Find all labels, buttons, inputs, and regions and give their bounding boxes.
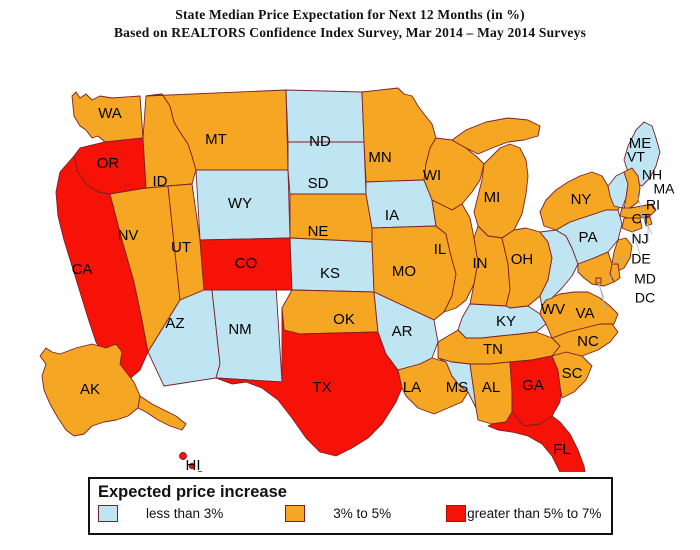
state-label-GA: GA xyxy=(522,377,544,394)
state-label-WY: WY xyxy=(228,195,252,212)
state-MI-up[interactable] xyxy=(451,117,541,155)
state-label-NH: NH xyxy=(642,167,662,183)
state-label-IN: IN xyxy=(473,255,488,272)
legend-label-high: greater than 5% to 7% xyxy=(467,506,602,522)
legend-item-low[interactable]: less than 3% xyxy=(98,505,224,523)
legend-swatch-low-icon xyxy=(98,505,118,523)
state-label-SD: SD xyxy=(308,175,329,192)
state-label-AL: AL xyxy=(482,379,500,396)
state-label-MT: MT xyxy=(205,131,227,148)
state-HI-island-3[interactable] xyxy=(196,470,203,472)
state-MI[interactable] xyxy=(473,143,529,239)
state-label-WA: WA xyxy=(98,105,122,122)
state-AK-tail[interactable] xyxy=(137,395,187,431)
state-label-OH: OH xyxy=(511,251,534,268)
state-CT[interactable] xyxy=(621,217,643,233)
state-label-ID: ID xyxy=(153,173,168,190)
state-FL[interactable] xyxy=(487,411,586,472)
state-label-SC: SC xyxy=(562,365,583,382)
legend-item-high[interactable]: greater than 5% to 7% xyxy=(446,505,602,523)
page-title: State Median Price Expectation for Next … xyxy=(175,7,525,22)
state-NH[interactable] xyxy=(623,167,641,209)
legend-label-low: less than 3% xyxy=(146,506,224,522)
state-LA[interactable] xyxy=(397,357,469,415)
state-MA[interactable] xyxy=(619,203,657,219)
state-label-NV: NV xyxy=(118,227,139,244)
leader-line-VT xyxy=(622,201,631,213)
leader-line-MA xyxy=(639,211,653,235)
state-label-WV: WV xyxy=(541,301,565,318)
state-label-WI: WI xyxy=(423,167,441,184)
state-OK[interactable] xyxy=(281,289,379,335)
state-MD[interactable] xyxy=(577,251,615,287)
state-label-TN: TN xyxy=(483,341,503,358)
leader-line-DE xyxy=(605,273,617,281)
state-label-ND: ND xyxy=(309,133,331,150)
leader-line-DC xyxy=(598,282,607,313)
legend-item-mid[interactable]: 3% to 5% xyxy=(285,505,392,523)
state-NE[interactable] xyxy=(289,193,373,243)
state-label-DC: DC xyxy=(635,290,655,306)
legend-heading: Expected price increase xyxy=(98,483,287,501)
state-label-AZ: AZ xyxy=(165,315,184,332)
state-label-NJ: NJ xyxy=(631,231,648,247)
state-label-CT: CT xyxy=(632,211,651,227)
state-CO[interactable] xyxy=(199,237,293,291)
legend-swatch-mid-icon xyxy=(285,505,306,523)
page-subtitle: Based on REALTORS Confidence Index Surve… xyxy=(113,25,587,41)
state-VA[interactable] xyxy=(539,291,619,339)
state-label-MS: MS xyxy=(446,379,469,396)
state-label-NE: NE xyxy=(308,223,329,240)
state-label-CO: CO xyxy=(235,255,258,272)
leader-line-NH xyxy=(635,191,647,223)
state-label-IA: IA xyxy=(385,207,399,224)
state-MS[interactable] xyxy=(437,357,477,409)
state-label-FL: FL xyxy=(553,441,571,458)
state-label-NM: NM xyxy=(228,321,251,338)
state-label-RI: RI xyxy=(646,197,660,213)
state-label-DE: DE xyxy=(631,251,650,267)
state-IA[interactable] xyxy=(365,179,437,229)
state-HI-island-2[interactable] xyxy=(188,462,196,470)
state-GA[interactable] xyxy=(509,355,563,427)
leader-line-NJ xyxy=(611,255,627,265)
state-AK[interactable] xyxy=(39,343,141,437)
legend-label-mid: 3% to 5% xyxy=(333,506,392,522)
state-label-TX: TX xyxy=(312,379,331,396)
state-NJ[interactable] xyxy=(611,237,633,273)
state-label-KS: KS xyxy=(320,265,340,282)
state-label-CA: CA xyxy=(72,261,93,278)
state-label-NC: NC xyxy=(577,333,599,350)
state-label-HI: HI xyxy=(186,457,201,472)
state-label-VT: VT xyxy=(627,149,645,165)
leader-line-CT xyxy=(631,229,641,255)
state-IL[interactable] xyxy=(431,199,479,313)
state-label-AK: AK xyxy=(80,381,100,398)
state-label-MA: MA xyxy=(654,181,676,197)
state-label-KY: KY xyxy=(496,313,516,330)
state-label-IL: IL xyxy=(434,241,447,258)
state-label-MN: MN xyxy=(368,149,391,166)
legend: Expected price increase less than 3% 3% … xyxy=(88,477,613,535)
state-WA[interactable] xyxy=(71,91,144,143)
state-label-OR: OR xyxy=(97,155,120,172)
state-label-NY: NY xyxy=(571,191,592,208)
state-MT[interactable] xyxy=(145,89,289,171)
legend-swatch-high-icon xyxy=(446,505,467,523)
legend-items-row: less than 3% 3% to 5% greater than 5% to… xyxy=(98,505,611,523)
state-label-AR: AR xyxy=(392,323,413,340)
state-label-PA: PA xyxy=(579,229,598,246)
state-label-ME: ME xyxy=(629,135,652,152)
state-label-VA: VA xyxy=(576,305,595,322)
chart-title-block: State Median Price Expectation for Next … xyxy=(0,6,700,42)
state-label-MO: MO xyxy=(392,263,416,280)
state-label-UT: UT xyxy=(171,239,191,256)
state-label-MD: MD xyxy=(634,271,656,287)
state-label-LA: LA xyxy=(403,379,421,396)
state-HI-island-1[interactable] xyxy=(179,452,187,460)
state-label-OK: OK xyxy=(333,311,355,328)
state-label-MI: MI xyxy=(484,189,501,206)
state-DC[interactable] xyxy=(595,277,602,284)
us-choropleth-map: WA OR CA NV ID MT WY UT AZ NM CO ND SD N… xyxy=(0,52,700,472)
